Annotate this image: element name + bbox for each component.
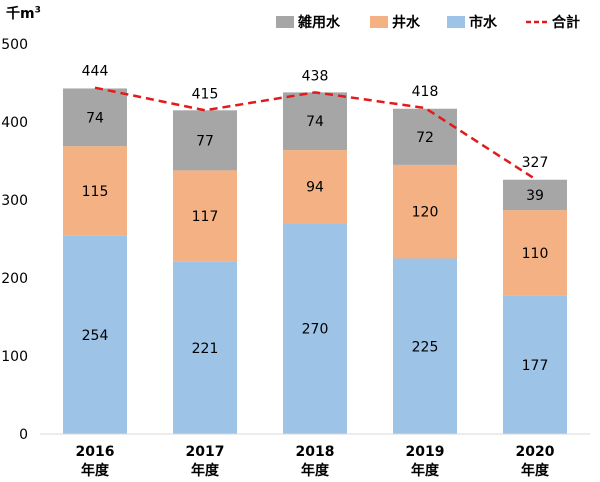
bar-segment-misc-water xyxy=(283,92,347,151)
bar-value-label: 74 xyxy=(306,114,324,130)
y-tick-label: 500 xyxy=(1,37,28,53)
total-value-label: 327 xyxy=(522,155,549,171)
x-tick-label-suffix: 年度 xyxy=(191,462,220,479)
bar-segment-well-water xyxy=(173,170,237,262)
bar-value-label: 221 xyxy=(192,341,219,357)
total-line xyxy=(94,86,536,180)
x-tick-label-year: 2018 xyxy=(296,444,335,460)
bar-segment-well-water xyxy=(393,164,457,259)
total-value-label: 418 xyxy=(412,84,439,100)
legend-swatch xyxy=(276,16,294,28)
bar-value-label: 225 xyxy=(412,339,439,355)
legend-label: 合計 xyxy=(552,14,580,31)
bar-value-label: 72 xyxy=(416,130,434,146)
bar-value-label: 120 xyxy=(412,205,439,221)
y-tick-label: 200 xyxy=(1,271,28,287)
bar-segment-well-water xyxy=(503,210,567,296)
total-value-label: 444 xyxy=(82,64,109,80)
bar-segment-misc-water xyxy=(63,88,127,147)
bar-segment-misc-water xyxy=(173,110,237,171)
bar-segment-city-water xyxy=(283,223,347,434)
y-axis-unit-label: 千m3 xyxy=(6,5,41,22)
bar-value-label: 270 xyxy=(302,322,329,338)
bar-value-label: 94 xyxy=(306,180,324,196)
bar-value-label: 117 xyxy=(192,209,219,225)
legend-label: 井水 xyxy=(392,14,421,31)
x-tick-label-year: 2020 xyxy=(516,444,555,460)
bar-segment-city-water xyxy=(503,295,567,434)
bar-segment-city-water xyxy=(393,258,457,434)
bar-segment-well-water xyxy=(283,150,347,224)
y-tick-label: 300 xyxy=(1,193,28,209)
x-tick-label-year: 2019 xyxy=(406,444,445,460)
y-tick-label: 0 xyxy=(19,427,28,443)
total-value-label: 438 xyxy=(302,68,329,84)
x-tick-label-suffix: 年度 xyxy=(411,462,440,479)
x-tick-label-year: 2017 xyxy=(186,444,225,460)
bar-segment-misc-water xyxy=(503,179,567,211)
bar-segment-city-water xyxy=(63,235,127,434)
total-value-label: 415 xyxy=(192,86,219,102)
x-tick-label-suffix: 年度 xyxy=(301,462,330,479)
y-tick-label: 400 xyxy=(1,115,28,131)
bar-value-label: 74 xyxy=(86,110,104,126)
bar-value-label: 39 xyxy=(526,188,544,204)
legend-swatch xyxy=(447,16,465,28)
x-tick-label-suffix: 年度 xyxy=(521,462,550,479)
bar-segment-well-water xyxy=(63,146,127,236)
bar-value-label: 177 xyxy=(522,358,549,374)
legend-label: 雑用水 xyxy=(297,14,341,31)
bar-segment-misc-water xyxy=(393,108,457,165)
y-tick-label: 100 xyxy=(1,349,28,365)
legend-swatch xyxy=(370,16,388,28)
bar-value-label: 254 xyxy=(82,328,109,344)
bar-value-label: 110 xyxy=(522,246,549,262)
legend-label: 市水 xyxy=(469,14,498,31)
x-tick-label-suffix: 年度 xyxy=(81,462,110,479)
x-tick-label-year: 2016 xyxy=(76,444,115,460)
bar-segment-city-water xyxy=(173,261,237,434)
bar-value-label: 77 xyxy=(196,133,214,149)
bar-value-label: 115 xyxy=(82,184,109,200)
